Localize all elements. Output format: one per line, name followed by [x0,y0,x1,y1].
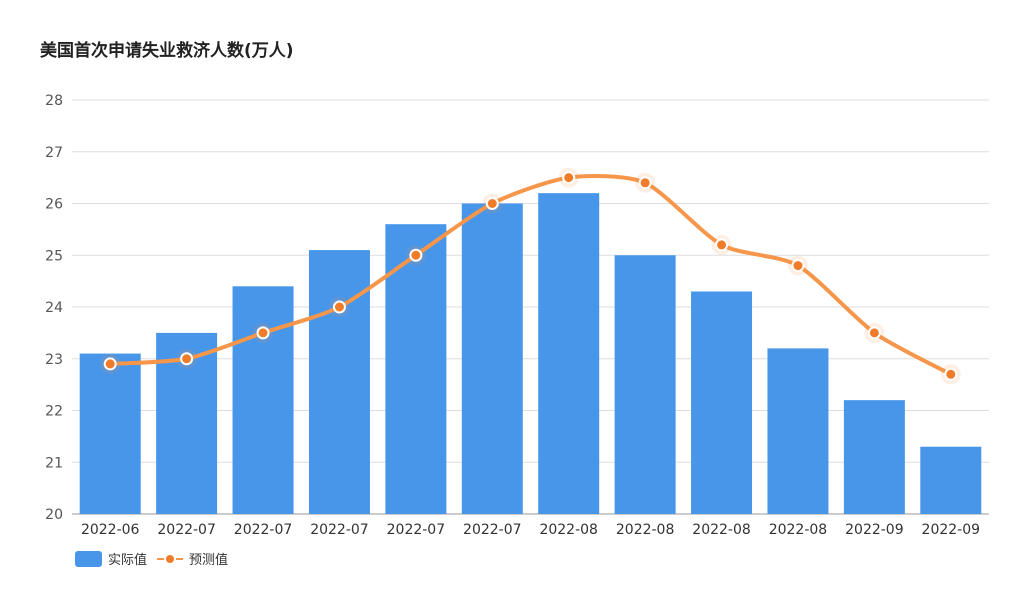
forecast-point [791,259,805,273]
y-tick-label: 22 [45,404,63,420]
bar [691,291,753,514]
forecast-point [562,171,576,185]
forecast-point [409,248,423,262]
bar [232,286,294,514]
x-tick-label: 2022-07 [234,522,293,538]
bar [843,400,905,514]
y-tick-label: 26 [45,197,63,213]
forecast-point [944,367,958,381]
x-tick-label: 2022-09 [845,522,904,538]
legend-label-forecast: 预测值 [189,553,229,568]
x-tick-label: 2022-08 [539,522,598,538]
y-tick-label: 24 [45,300,63,316]
bar [767,348,829,514]
legend-bar-swatch [75,550,102,567]
x-tick-label: 2022-07 [463,522,522,538]
x-tick-label: 2022-07 [387,522,446,538]
y-tick-label: 27 [45,145,63,161]
y-tick-label: 23 [45,352,63,368]
x-tick-label: 2022-07 [157,522,216,538]
x-tick-label: 2022-08 [616,522,675,538]
chart-title: 美国首次申请失业救济人数(万人) [40,41,294,61]
forecast-point [867,326,881,340]
forecast-point [256,326,270,340]
legend-line-swatch [157,552,184,566]
bar [538,193,600,514]
x-tick-label: 2022-07 [310,522,369,538]
forecast-point [332,300,346,314]
bar [614,255,676,514]
forecast-point [485,197,499,210]
bar [79,353,141,514]
legend: 实际值 预测值 [75,549,238,568]
x-tick-label: 2022-09 [922,522,981,538]
forecast-point [638,176,652,190]
forecast-point [103,357,117,371]
x-tick-label: 2022-08 [692,522,751,538]
forecast-point [715,238,729,252]
legend-label-actual: 实际值 [108,553,148,568]
forecast-line [108,174,953,377]
x-tick-label: 2022-06 [81,522,140,538]
bar [461,203,523,514]
chart-canvas: 20 21 22 23 24 25 26 27 28 2022-06 2022-07 2022-07 2… [45,93,989,538]
y-tick-label: 21 [45,455,63,471]
legend-item-actual[interactable]: 实际值 [75,549,147,568]
bar [920,446,982,514]
y-tick-label: 20 [45,507,63,523]
forecast-point [180,352,194,366]
bar [308,250,370,514]
bar [385,224,447,514]
legend-item-forecast[interactable]: 预测值 [157,549,228,568]
x-tick-label: 2022-08 [769,522,828,538]
y-tick-label: 25 [45,248,63,264]
y-tick-label: 28 [45,93,63,109]
